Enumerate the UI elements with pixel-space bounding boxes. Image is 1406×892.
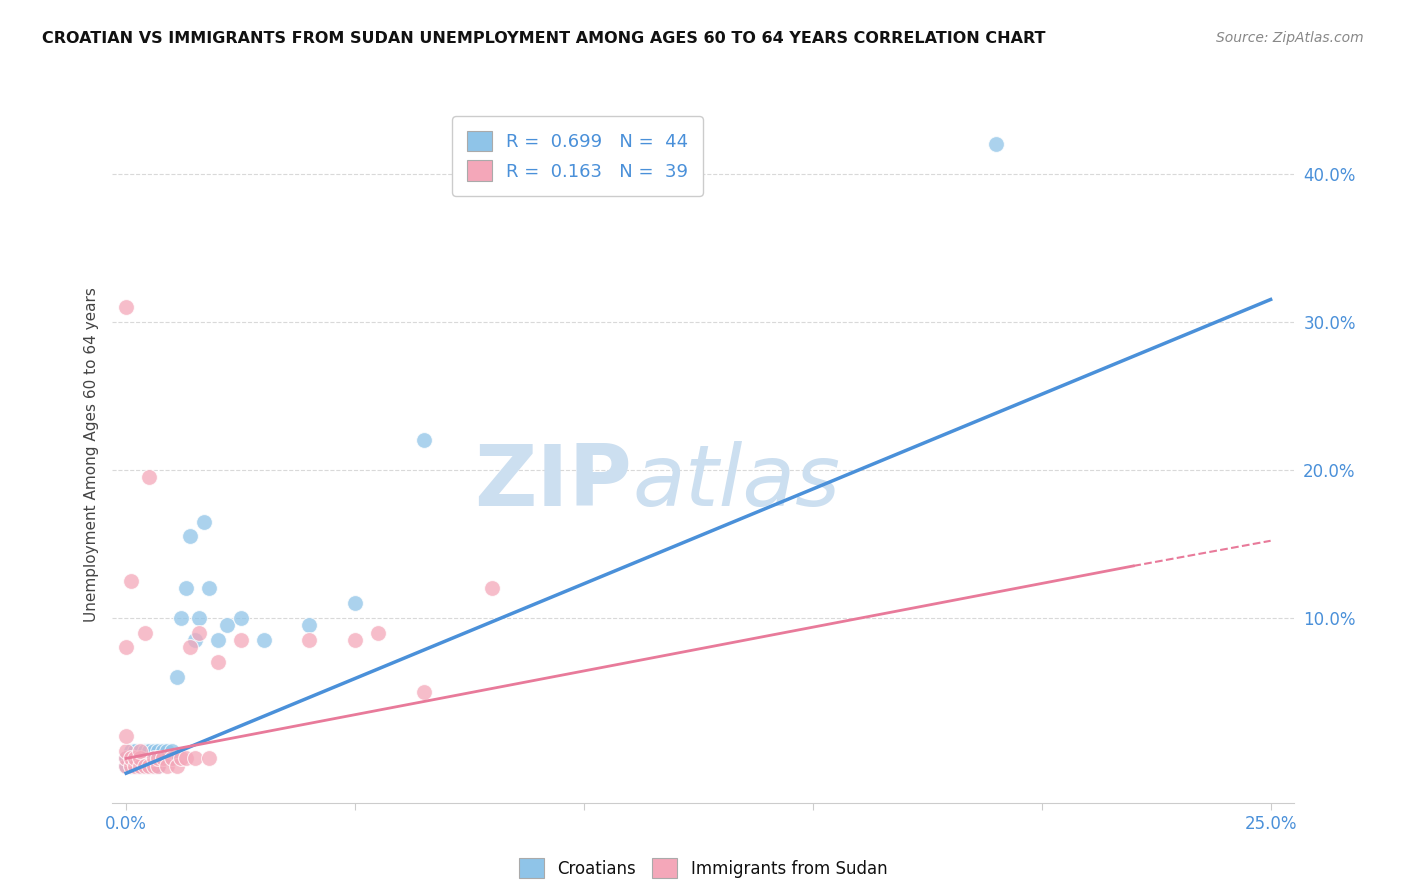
Point	[197, 581, 219, 595]
Point	[156, 744, 179, 758]
Point	[120, 759, 142, 773]
Point	[134, 751, 156, 765]
Point	[120, 759, 142, 773]
Text: Source: ZipAtlas.com: Source: ZipAtlas.com	[1216, 31, 1364, 45]
Point	[166, 670, 188, 684]
Point	[188, 611, 211, 625]
Text: atlas: atlas	[633, 442, 841, 524]
Legend: Croatians, Immigrants from Sudan: Croatians, Immigrants from Sudan	[512, 851, 894, 885]
Text: CROATIAN VS IMMIGRANTS FROM SUDAN UNEMPLOYMENT AMONG AGES 60 TO 64 YEARS CORRELA: CROATIAN VS IMMIGRANTS FROM SUDAN UNEMPL…	[42, 31, 1046, 46]
Point	[412, 433, 434, 447]
Point	[115, 729, 138, 743]
Point	[138, 759, 160, 773]
Point	[120, 574, 142, 588]
Point	[367, 625, 389, 640]
Point	[152, 751, 174, 765]
Point	[152, 751, 174, 765]
Point	[115, 744, 138, 758]
Point	[120, 751, 142, 765]
Point	[152, 744, 174, 758]
Point	[134, 759, 156, 773]
Point	[184, 632, 207, 647]
Point	[344, 596, 367, 610]
Point	[148, 751, 170, 765]
Point	[129, 744, 152, 758]
Point	[197, 751, 219, 765]
Point	[138, 751, 160, 765]
Point	[148, 759, 170, 773]
Point	[481, 581, 503, 595]
Point	[298, 618, 321, 632]
Point	[138, 470, 160, 484]
Point	[134, 759, 156, 773]
Point	[142, 744, 165, 758]
Point	[229, 611, 252, 625]
Point	[252, 632, 274, 647]
Point	[120, 751, 142, 765]
Point	[142, 759, 165, 773]
Point	[179, 640, 201, 655]
Point	[160, 751, 183, 765]
Point	[148, 751, 170, 765]
Point	[120, 744, 142, 758]
Point	[134, 625, 156, 640]
Text: ZIP: ZIP	[474, 442, 633, 524]
Point	[142, 759, 165, 773]
Point	[134, 744, 156, 758]
Point	[344, 632, 367, 647]
Point	[142, 751, 165, 765]
Point	[124, 759, 146, 773]
Point	[124, 751, 146, 765]
Point	[129, 759, 152, 773]
Point	[138, 744, 160, 758]
Point	[160, 751, 183, 765]
Point	[115, 640, 138, 655]
Point	[174, 751, 197, 765]
Point	[115, 300, 138, 314]
Point	[170, 751, 193, 765]
Point	[129, 751, 152, 765]
Point	[115, 759, 138, 773]
Point	[207, 655, 229, 669]
Point	[179, 529, 201, 543]
Point	[170, 611, 193, 625]
Point	[156, 759, 179, 773]
Point	[298, 632, 321, 647]
Y-axis label: Unemployment Among Ages 60 to 64 years: Unemployment Among Ages 60 to 64 years	[83, 287, 98, 623]
Point	[129, 751, 152, 765]
Point	[115, 751, 138, 765]
Point	[412, 685, 434, 699]
Point	[984, 136, 1007, 151]
Point	[142, 751, 165, 765]
Point	[166, 759, 188, 773]
Point	[229, 632, 252, 647]
Point	[160, 744, 183, 758]
Point	[148, 759, 170, 773]
Point	[124, 751, 146, 765]
Point	[115, 759, 138, 773]
Point	[115, 751, 138, 765]
Point	[184, 751, 207, 765]
Point	[138, 759, 160, 773]
Point	[174, 581, 197, 595]
Point	[148, 744, 170, 758]
Point	[129, 759, 152, 773]
Point	[188, 625, 211, 640]
Point	[215, 618, 238, 632]
Point	[124, 744, 146, 758]
Point	[193, 515, 215, 529]
Point	[156, 751, 179, 765]
Point	[207, 632, 229, 647]
Point	[124, 759, 146, 773]
